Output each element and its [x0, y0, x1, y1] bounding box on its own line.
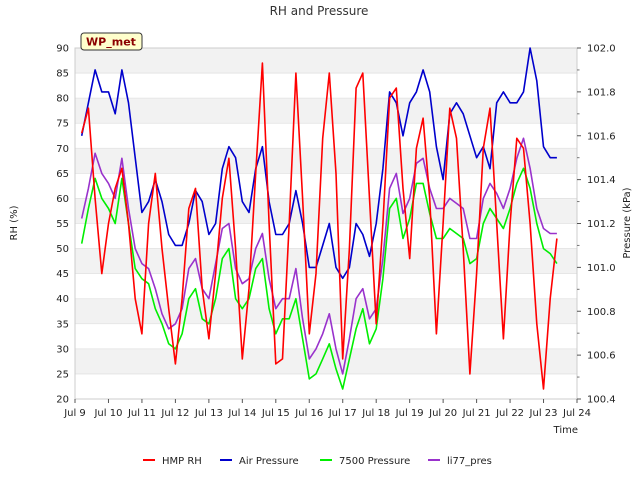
y-axis-right-label: Pressure (kPa) — [622, 187, 633, 258]
station-badge-label: WP_met — [86, 36, 136, 49]
x-tick-label: Jul 22 — [495, 408, 524, 419]
y-right-tick-label: 101.2 — [587, 219, 616, 230]
x-tick-label: Jul 9 — [63, 408, 86, 419]
x-tick-label: Jul 17 — [328, 408, 357, 419]
series-layer — [80, 47, 558, 390]
y-left-tick-label: 85 — [56, 69, 69, 80]
series-line-air-pressure — [80, 47, 557, 280]
grid-band — [75, 273, 577, 299]
grid-band — [75, 73, 577, 99]
y-left-tick-label: 80 — [56, 94, 69, 105]
legend-item-hmp-rh: HMP RH — [143, 456, 202, 467]
series-line-hmp-rh — [80, 62, 558, 390]
x-tick-label: Jul 11 — [127, 408, 156, 419]
y-left-tick-label: 35 — [56, 319, 69, 330]
y-left-tick-label: 40 — [56, 294, 69, 305]
x-tick-label: Jul 14 — [227, 408, 256, 419]
y-left-tick-label: 25 — [56, 369, 69, 380]
legend-item-7500-pressure: 7500 Pressure — [320, 456, 410, 467]
x-tick-label: Jul 23 — [529, 408, 558, 419]
y-left-tick-label: 20 — [56, 395, 69, 406]
y-left-tick-label: 60 — [56, 194, 69, 205]
series-line-li77-pres — [80, 137, 557, 375]
x-tick-label: Jul 12 — [160, 408, 189, 419]
x-tick-label: Jul 20 — [428, 408, 457, 419]
y-left-tick-label: 90 — [56, 44, 69, 55]
x-axis-ticks: Jul 9 Jul 10 Jul 11 Jul 12 Jul 13 Jul 14 Jul 1… — [63, 399, 591, 419]
legend-label: Air Pressure — [239, 456, 299, 467]
y-right-tick-label: 100.4 — [587, 395, 616, 406]
y-right-tick-label: 101.4 — [587, 175, 616, 186]
station-badge-box — [80, 32, 143, 51]
chart-title: RH and Pressure — [270, 4, 369, 18]
y-right-tick-label: 102.0 — [587, 44, 616, 55]
y-axis-right-ticks: 100.4 100.6 100.8 101.0 101.2 101.4 101.6 101.8… — [577, 44, 616, 406]
x-tick-label: Jul 16 — [294, 408, 323, 419]
grid-band — [75, 48, 577, 74]
legend-item-air-pressure: Air Pressure — [220, 456, 299, 467]
y-left-tick-label: 55 — [56, 219, 69, 230]
legend-label: 7500 Pressure — [339, 456, 410, 467]
grid-band — [75, 323, 577, 349]
y-axis-left-ticks: 20 25 30 35 40 45 50 55 60 65 70 75 80 85 90 — [56, 44, 69, 406]
y-left-tick-label: 45 — [56, 269, 69, 280]
y-axis-left-label: RH (%) — [9, 205, 20, 240]
y-left-tick-label: 75 — [56, 119, 69, 130]
grid-band — [75, 373, 577, 399]
y-right-tick-label: 101.6 — [587, 131, 616, 142]
y-right-tick-label: 101.8 — [587, 87, 616, 98]
grid-band — [75, 123, 577, 149]
x-tick-label: Jul 24 — [562, 408, 591, 419]
x-tick-label: Jul 21 — [462, 408, 491, 419]
x-tick-label: Jul 19 — [395, 408, 424, 419]
x-tick-label: Jul 13 — [194, 408, 223, 419]
x-tick-label: Jul 10 — [93, 408, 122, 419]
station-badge: WP_met — [80, 32, 143, 51]
x-axis-label: Time — [553, 425, 578, 436]
legend-item-li77-pres: li77_pres — [428, 456, 492, 467]
x-tick-label: Jul 18 — [361, 408, 390, 419]
y-left-tick-label: 70 — [56, 144, 69, 155]
y-right-tick-label: 101.0 — [587, 263, 616, 274]
legend-label: HMP RH — [162, 456, 202, 467]
y-left-tick-label: 65 — [56, 169, 69, 180]
legend-label: li77_pres — [447, 456, 492, 467]
y-left-tick-label: 30 — [56, 344, 69, 355]
y-right-tick-label: 100.8 — [587, 307, 616, 318]
legend: HMP RH Air Pressure 7500 Pressure li77_pres — [143, 456, 492, 467]
y-right-tick-label: 100.6 — [587, 351, 616, 362]
grid-band — [75, 148, 577, 174]
x-tick-label: Jul 15 — [261, 408, 290, 419]
grid-band — [75, 248, 577, 274]
y-left-tick-label: 50 — [56, 244, 69, 255]
